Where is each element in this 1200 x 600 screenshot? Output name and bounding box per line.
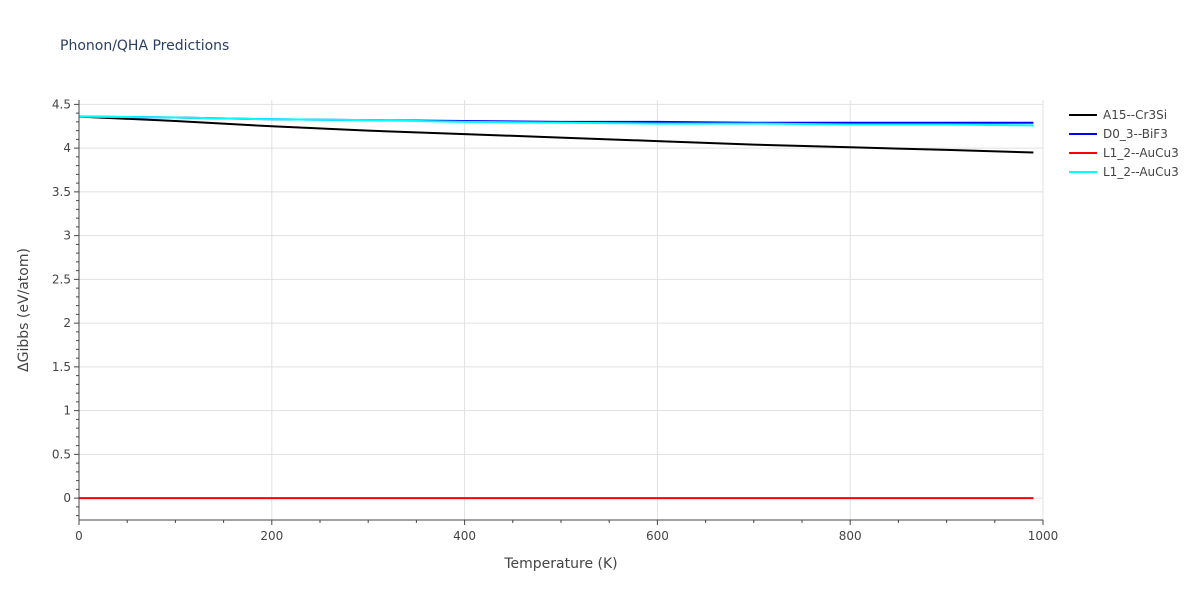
y-tick-label: 2 — [63, 316, 71, 330]
y-tick-label: 1.5 — [52, 360, 71, 374]
x-tick-label: 200 — [260, 529, 283, 543]
y-tick-label: 4.5 — [52, 97, 71, 111]
grid — [79, 100, 1044, 520]
x-tick-label: 1000 — [1028, 529, 1059, 543]
legend-label-2: L1_2--AuCu3 — [1103, 146, 1179, 160]
legend-label-0: A15--Cr3Si — [1103, 108, 1167, 122]
y-tick-label: 3 — [63, 229, 71, 243]
x-tick-label: 600 — [646, 529, 669, 543]
legend: A15--Cr3Si D0_3--BiF3 L1_2--AuCu3 L1_2--AuC… — [1069, 108, 1179, 179]
y-tick-label: 4 — [63, 141, 71, 155]
y-tick-label: 2.5 — [52, 272, 71, 286]
y-tick-label: 1 — [63, 404, 71, 418]
series-layer — [78, 115, 1034, 500]
x-tick-label: 400 — [453, 529, 476, 543]
axes — [74, 100, 1044, 525]
x-tick-label: 800 — [839, 529, 862, 543]
x-axis-title: Temperature (K) — [503, 556, 617, 572]
series-line-3 — [78, 115, 1034, 127]
x-tick-label: 0 — [75, 529, 83, 543]
y-tick-label: 3.5 — [52, 185, 71, 199]
y-axis-title: ΔGibbs (eV/atom) — [16, 248, 32, 372]
series-line-0 — [78, 115, 1034, 154]
legend-label-3: L1_2--AuCu3 — [1103, 165, 1179, 179]
ticks: 0 200 400 600 800 1000 0 0.5 1 1.5 2 2.5 3 3.5 4 4.5 — [52, 97, 1058, 543]
legend-label-1: D0_3--BiF3 — [1103, 127, 1168, 141]
chart-title: Phonon/QHA Predictions — [60, 38, 229, 54]
y-tick-label: 0 — [63, 491, 71, 505]
y-tick-label: 0.5 — [52, 447, 71, 461]
